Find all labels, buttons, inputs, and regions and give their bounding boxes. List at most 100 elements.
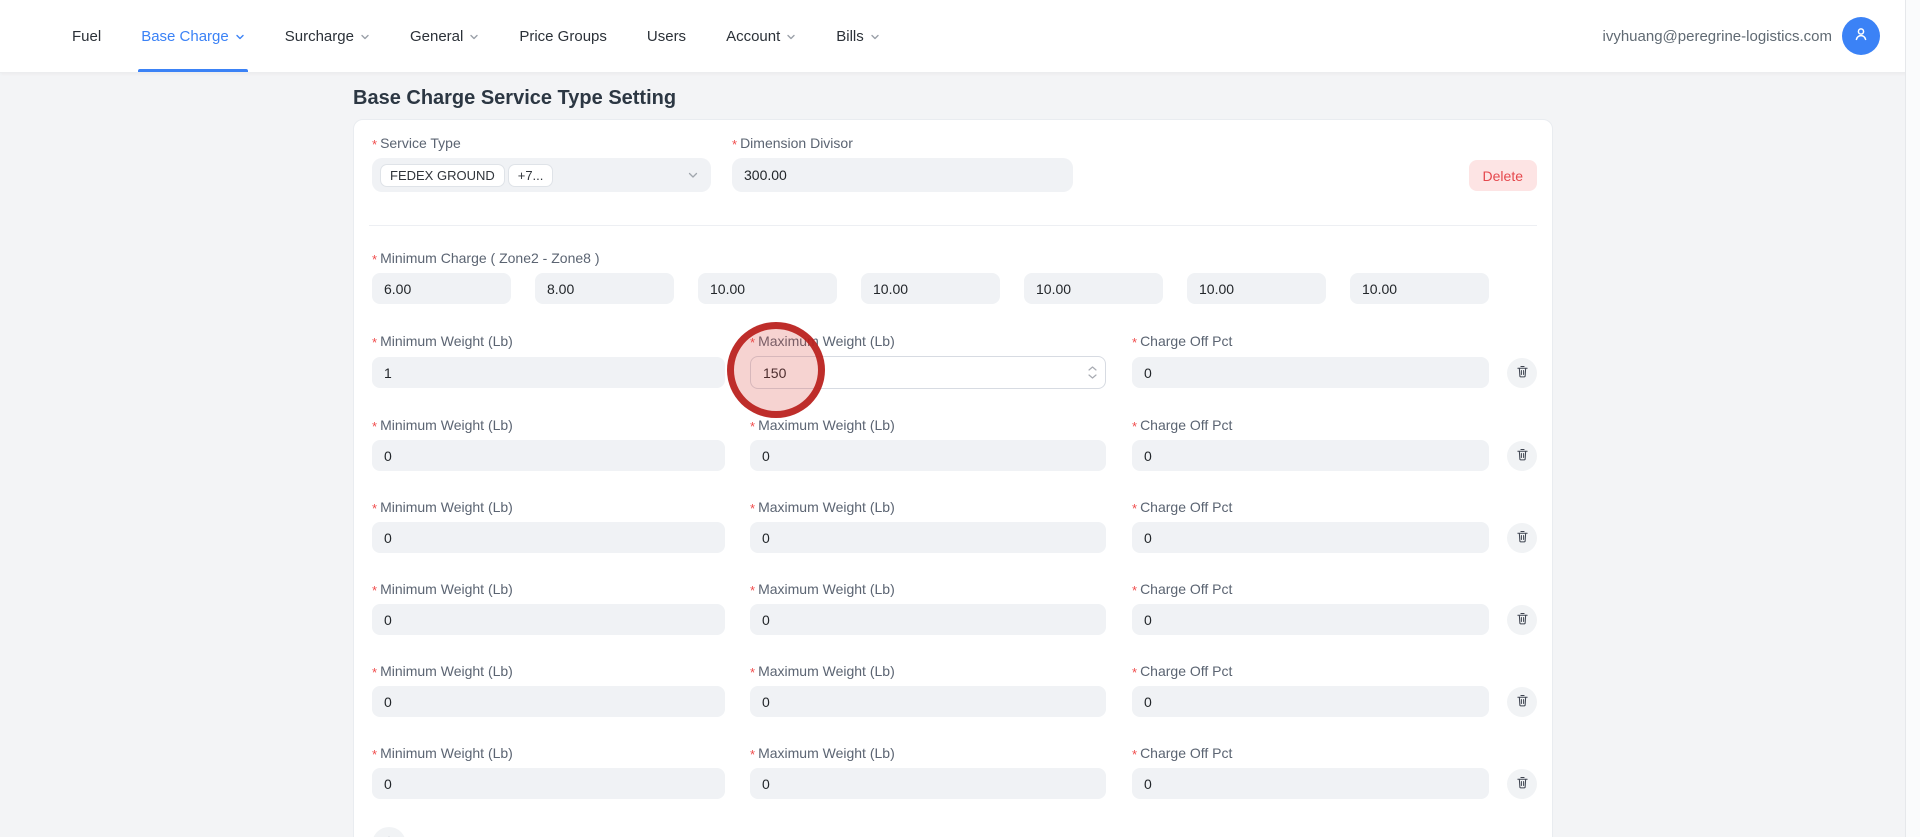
minimum-weight-label: * Minimum Weight (Lb): [372, 499, 513, 516]
maximum-weight-input[interactable]: [750, 768, 1106, 799]
maximum-weight-input[interactable]: [750, 604, 1106, 635]
trash-icon: [1516, 776, 1529, 792]
maximum-weight-input[interactable]: [750, 522, 1106, 553]
minimum-weight-label: * Minimum Weight (Lb): [372, 745, 513, 762]
charge-off-pct-input[interactable]: [1132, 440, 1489, 471]
trash-icon: [1516, 365, 1529, 381]
trash-icon: [1516, 530, 1529, 546]
minimum-weight-input[interactable]: [372, 440, 725, 471]
chevron-down-icon: [870, 32, 880, 42]
maximum-weight-label: * Maximum Weight (Lb): [750, 663, 895, 680]
minimum-charge-input-zone4[interactable]: [698, 273, 837, 304]
weight-row: * Minimum Weight (Lb) * Maximum Weight (Lb…: [372, 499, 1537, 553]
number-stepper[interactable]: [1088, 366, 1097, 379]
maximum-weight-input[interactable]: [750, 440, 1106, 471]
charge-off-pct-label: * Charge Off Pct: [1132, 581, 1233, 598]
maximum-weight-label: * Maximum Weight (Lb): [750, 499, 895, 516]
delete-row-button[interactable]: [1507, 768, 1537, 799]
delete-row-button[interactable]: [1507, 686, 1537, 717]
delete-row-button[interactable]: [1507, 522, 1537, 553]
nav-item-users[interactable]: Users: [647, 0, 686, 72]
weight-row: * Minimum Weight (Lb) * Maximum Weight (Lb…: [372, 663, 1537, 717]
charge-off-pct-input[interactable]: [1132, 522, 1489, 553]
maximum-weight-label: * Maximum Weight (Lb): [750, 333, 895, 350]
minimum-charge-input-zone7[interactable]: [1187, 273, 1326, 304]
trash-icon: [1516, 694, 1529, 710]
nav-label: General: [409, 27, 464, 45]
maximum-weight-input[interactable]: 150: [750, 356, 1106, 389]
chevron-down-icon: [687, 169, 699, 181]
chevron-down-icon: [235, 32, 245, 42]
nav-item-surcharge[interactable]: Surcharge: [285, 0, 370, 72]
minimum-weight-input[interactable]: [372, 522, 725, 553]
person-icon: [1851, 24, 1871, 49]
service-type-setting-card: * Service Type FEDEX GROUND +7... * Dime…: [353, 119, 1553, 837]
service-type-label: * Service Type: [372, 135, 461, 152]
nav-item-fuel[interactable]: Fuel: [72, 0, 101, 72]
vertical-scrollbar[interactable]: [1905, 0, 1920, 837]
add-row-button[interactable]: [372, 827, 406, 837]
charge-off-pct-input[interactable]: [1132, 768, 1489, 799]
minimum-weight-input[interactable]: [372, 768, 725, 799]
charge-off-pct-input[interactable]: [1132, 686, 1489, 717]
trash-icon: [1516, 448, 1529, 464]
service-type-overflow-tag: +7...: [507, 163, 554, 187]
maximum-weight-label: * Maximum Weight (Lb): [750, 745, 895, 762]
dimension-divisor-input[interactable]: [732, 158, 1073, 192]
minimum-weight-label: * Minimum Weight (Lb): [372, 581, 513, 598]
user-email: ivyhuang@peregrine-logistics.com: [1602, 27, 1833, 45]
charge-off-pct-input[interactable]: [1132, 604, 1489, 635]
minimum-charge-input-zone2[interactable]: [372, 273, 511, 304]
delete-button[interactable]: Delete: [1468, 160, 1537, 191]
delete-row-button[interactable]: [1507, 604, 1537, 635]
delete-row-button[interactable]: [1507, 440, 1537, 471]
minimum-weight-input[interactable]: [372, 604, 725, 635]
main-content: Base Charge Service Type Setting * Servi…: [353, 87, 1555, 837]
delete-row-button[interactable]: [1507, 357, 1537, 388]
nav-label: Fuel: [72, 27, 102, 45]
minimum-weight-label: * Minimum Weight (Lb): [372, 663, 513, 680]
required-asterisk: *: [372, 251, 378, 267]
minimum-charge-inputs: [372, 273, 1537, 304]
chevron-down-icon: [1088, 374, 1097, 379]
charge-off-pct-label: * Charge Off Pct: [1132, 499, 1233, 516]
minimum-charge-input-zone8[interactable]: [1350, 273, 1489, 304]
dimension-divisor-label: * Dimension Divisor: [732, 135, 853, 152]
weight-row: * Minimum Weight (Lb) * Maximum Weight (Lb…: [372, 322, 1537, 418]
nav-label: Bills: [836, 27, 864, 45]
nav-item-account[interactable]: Account: [726, 0, 796, 72]
minimum-weight-input[interactable]: [372, 357, 725, 388]
weight-row: * Minimum Weight (Lb) * Maximum Weight (Lb…: [372, 745, 1537, 799]
page-title: Base Charge Service Type Setting: [353, 87, 677, 109]
chevron-up-icon: [1088, 366, 1097, 371]
required-asterisk: *: [732, 136, 738, 152]
maximum-weight-input[interactable]: [750, 686, 1106, 717]
chevron-down-icon: [786, 32, 796, 42]
nav-item-price-groups[interactable]: Price Groups: [519, 0, 607, 72]
chevron-down-icon: [469, 32, 479, 42]
nav-label: Account: [726, 27, 781, 45]
minimum-charge-section: * Minimum Charge ( Zone2 - Zone8 ): [372, 226, 1537, 304]
charge-off-pct-input[interactable]: [1132, 357, 1489, 388]
nav-item-base-charge[interactable]: Base Charge: [138, 0, 248, 72]
user-avatar[interactable]: [1842, 17, 1880, 55]
nav-item-bills[interactable]: Bills: [836, 0, 880, 72]
maximum-weight-label: * Maximum Weight (Lb): [750, 417, 895, 434]
minimum-weight-input[interactable]: [372, 686, 725, 717]
main-nav: Fuel Base Charge Surcharge General Price…: [72, 0, 880, 72]
chevron-down-icon: [360, 32, 370, 42]
nav-label: Surcharge: [284, 27, 354, 45]
charge-off-pct-label: * Charge Off Pct: [1132, 745, 1233, 762]
user-menu[interactable]: ivyhuang@peregrine-logistics.com: [1602, 17, 1880, 55]
nav-item-general[interactable]: General: [410, 0, 479, 72]
required-asterisk: *: [372, 136, 378, 152]
charge-off-pct-label: * Charge Off Pct: [1132, 663, 1233, 680]
top-navbar: Fuel Base Charge Surcharge General Price…: [0, 0, 1920, 73]
service-type-tag: FEDEX GROUND: [380, 163, 505, 187]
trash-icon: [1516, 612, 1529, 628]
minimum-weight-label: * Minimum Weight (Lb): [372, 333, 513, 350]
minimum-charge-input-zone5[interactable]: [861, 273, 1000, 304]
minimum-charge-input-zone3[interactable]: [535, 273, 674, 304]
minimum-charge-input-zone6[interactable]: [1024, 273, 1163, 304]
service-type-select[interactable]: FEDEX GROUND +7...: [372, 158, 711, 192]
